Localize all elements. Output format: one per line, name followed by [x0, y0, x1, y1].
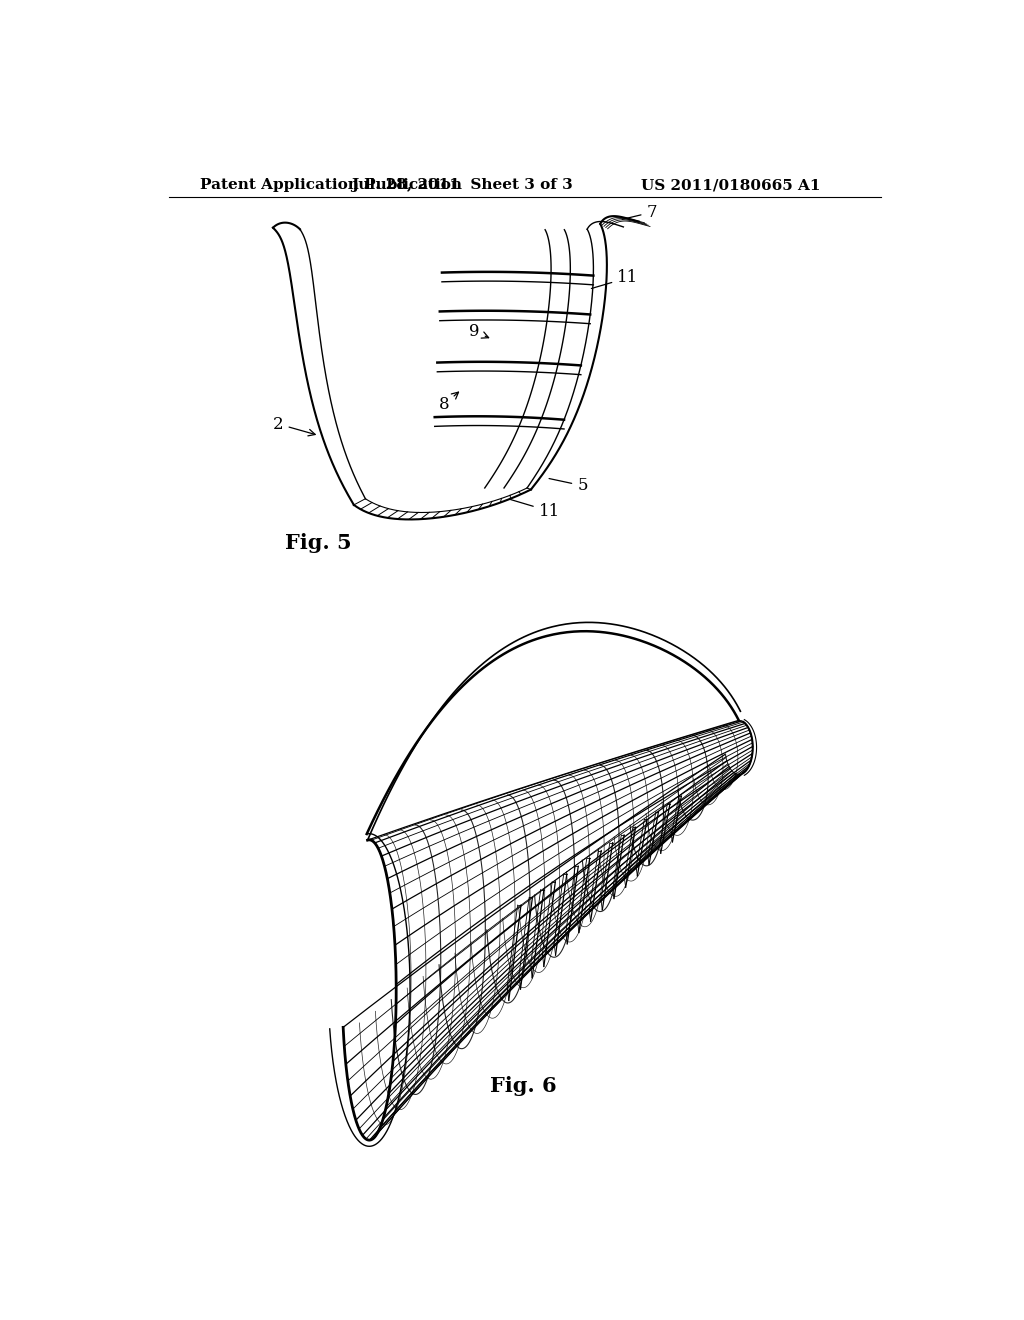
Text: 8: 8 — [438, 392, 459, 413]
Text: 9: 9 — [469, 323, 488, 341]
Text: Fig. 5: Fig. 5 — [285, 533, 351, 553]
Text: 2: 2 — [273, 416, 315, 436]
Text: Patent Application Publication: Patent Application Publication — [200, 178, 462, 193]
Text: 7: 7 — [623, 203, 657, 220]
Text: Jul. 28, 2011  Sheet 3 of 3: Jul. 28, 2011 Sheet 3 of 3 — [351, 178, 572, 193]
Text: Fig. 6: Fig. 6 — [489, 1076, 557, 1096]
Text: 11: 11 — [592, 269, 638, 289]
Text: US 2011/0180665 A1: US 2011/0180665 A1 — [641, 178, 821, 193]
Text: 5: 5 — [549, 477, 588, 494]
Text: 11: 11 — [511, 499, 560, 520]
